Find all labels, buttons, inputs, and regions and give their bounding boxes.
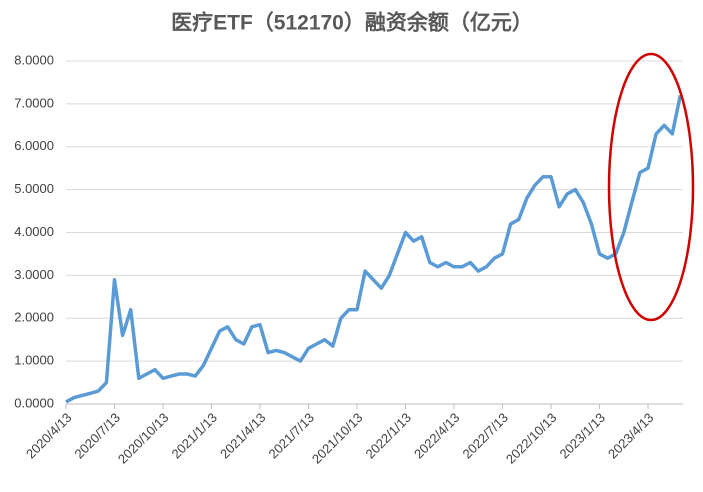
x-tick-label: 2021/4/13 [217, 410, 269, 462]
x-tick-label: 2022/1/13 [363, 410, 415, 462]
y-tick-label: 5.0000 [14, 181, 54, 196]
y-tick-label: 0.0000 [14, 395, 54, 410]
y-tick-label: 8.0000 [14, 52, 54, 67]
x-tick-label: 2023/4/13 [605, 410, 657, 462]
chart-title: 医疗ETF（512170）融资余额（亿元） [171, 11, 533, 35]
x-tick-label: 2022/4/13 [411, 410, 463, 462]
y-tick-label: 6.0000 [14, 138, 54, 153]
x-tick-label: 2020/4/13 [23, 410, 75, 462]
y-tick-label: 4.0000 [14, 224, 54, 239]
highlight-ellipse [607, 52, 695, 322]
x-tick-label: 2021/1/13 [169, 410, 221, 462]
x-tick-label: 2022/10/13 [503, 410, 560, 467]
data-line [65, 94, 683, 404]
x-tick-label: 2023/1/13 [557, 410, 609, 462]
y-tick-label: 2.0000 [14, 310, 54, 325]
x-tick-label: 2022/7/13 [460, 410, 512, 462]
y-tick-label: 3.0000 [14, 267, 54, 282]
x-tick-label: 2021/10/13 [309, 410, 366, 467]
x-tick-label: 2020/7/13 [72, 410, 124, 462]
plot: 0.0000 1.0000 2.0000 3.0000 4.0000 5.0000 6.00… [14, 52, 683, 467]
x-tick-label: 2020/10/13 [115, 410, 172, 467]
y-tick-label: 7.0000 [14, 95, 54, 110]
x-tick-label: 2021/7/13 [266, 410, 318, 462]
y-tick-label: 1.0000 [14, 353, 54, 368]
